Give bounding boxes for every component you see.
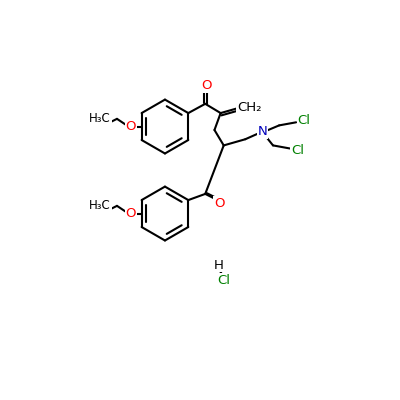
Text: H₃C: H₃C: [89, 112, 111, 125]
Text: Cl: Cl: [291, 144, 304, 156]
Text: Cl: Cl: [217, 274, 230, 287]
Text: O: O: [126, 120, 136, 133]
Text: CH₂: CH₂: [237, 101, 261, 114]
Text: Cl: Cl: [297, 114, 310, 127]
Text: N: N: [257, 125, 267, 138]
Text: O: O: [202, 79, 212, 92]
Text: O: O: [126, 207, 136, 220]
Text: O: O: [214, 197, 224, 210]
Text: H₃C: H₃C: [89, 199, 111, 212]
Text: H: H: [214, 259, 224, 272]
